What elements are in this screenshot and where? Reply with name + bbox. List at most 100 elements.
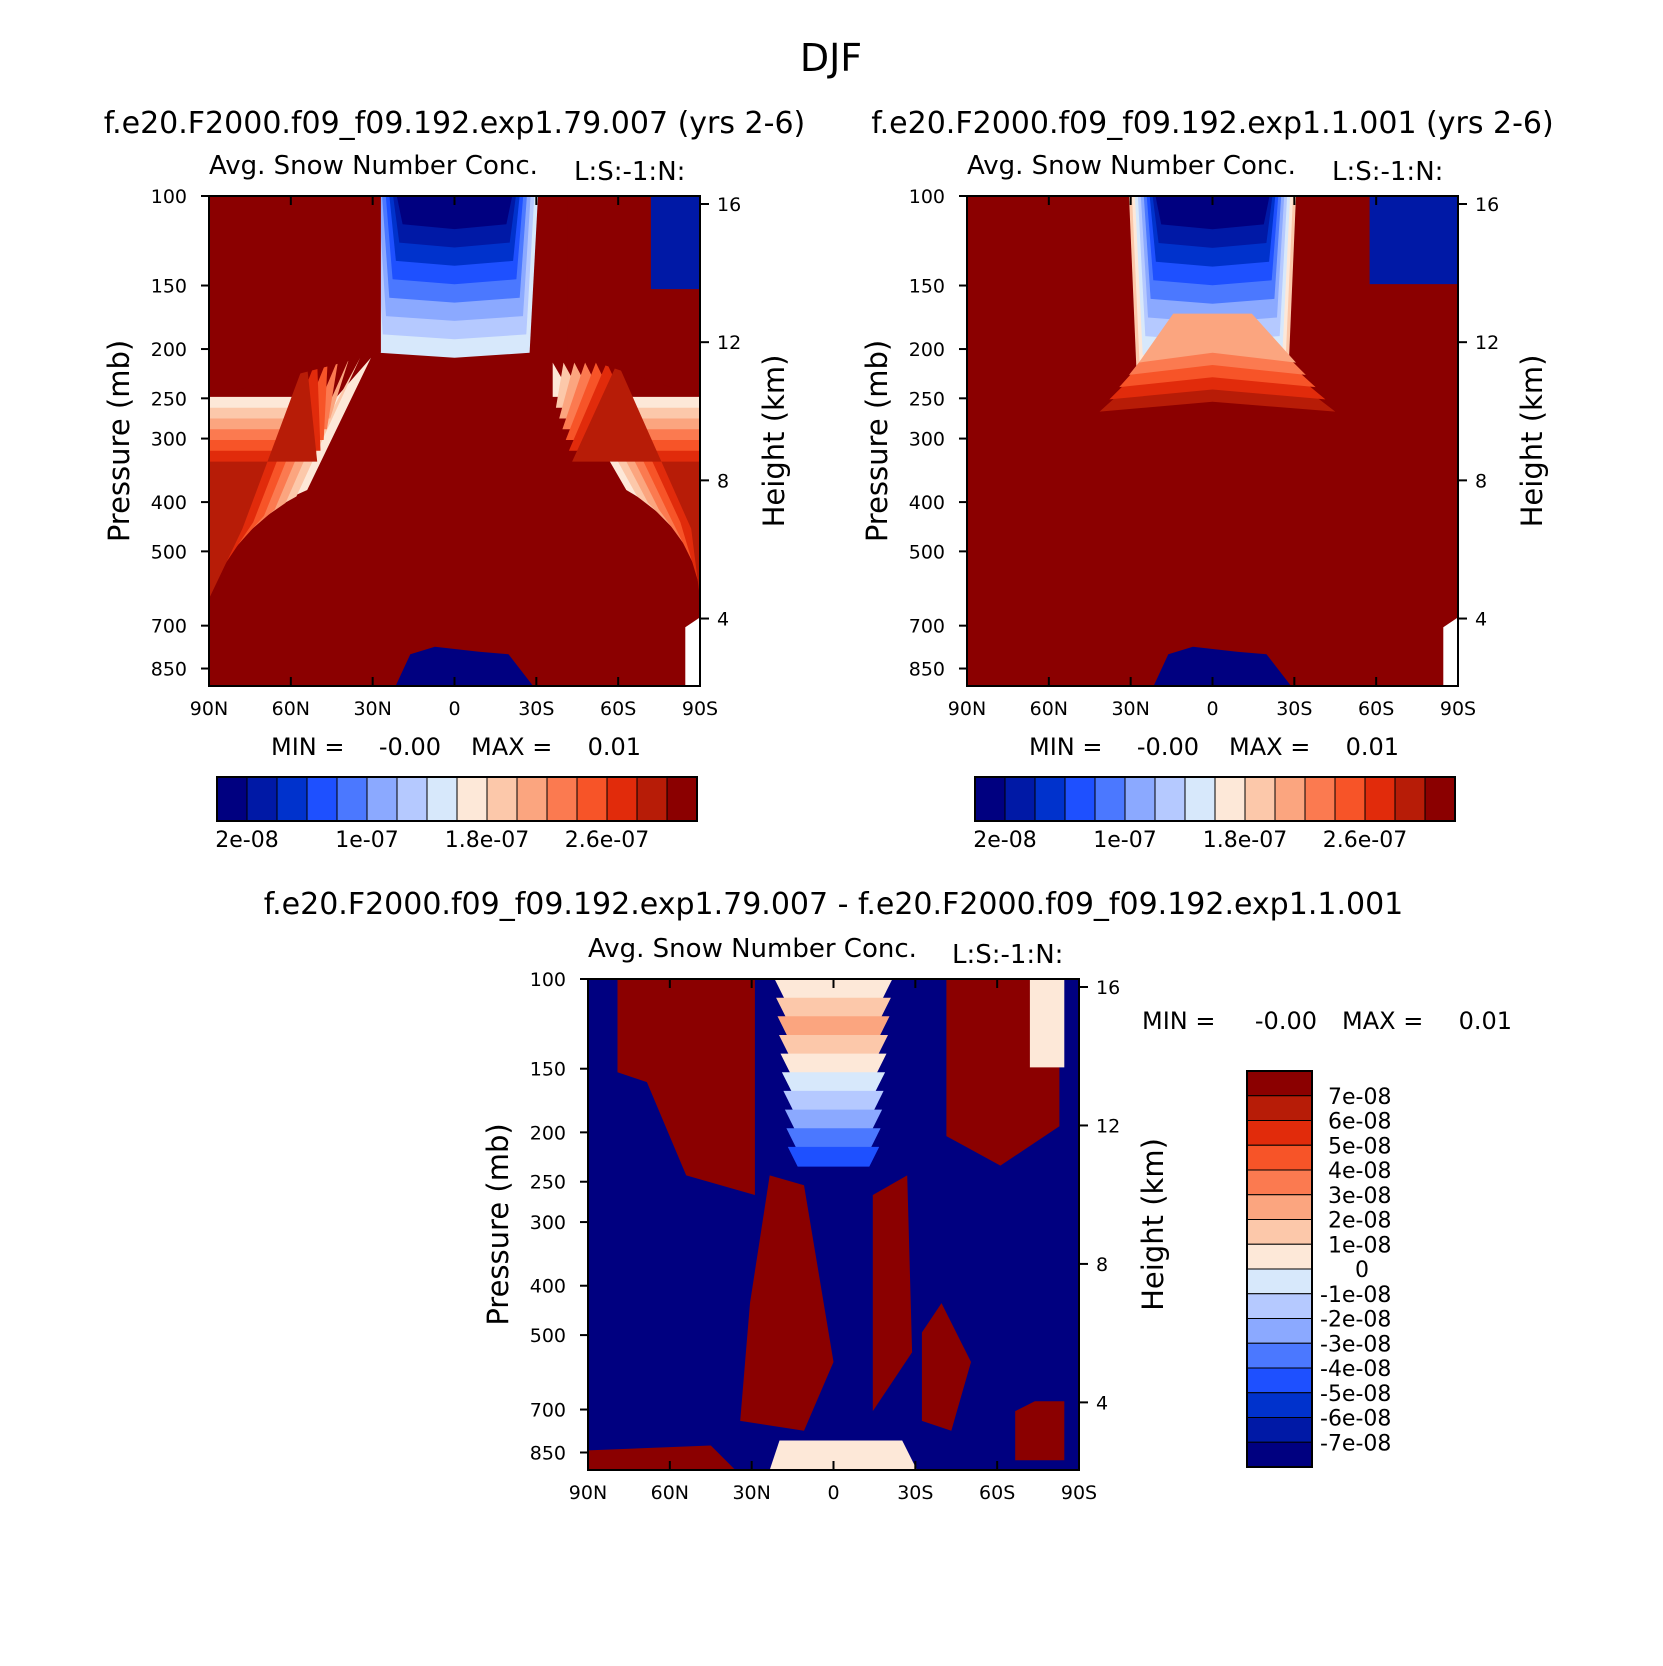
colorbar-label: 6e-08 (1328, 1110, 1391, 1135)
x-tick-label: 30N (1111, 698, 1149, 720)
x-tick-label: 30S (518, 698, 554, 720)
x-tick-label: 90S (1440, 698, 1476, 720)
max-value: 0.01 (1346, 733, 1399, 761)
colorbar-swatch (546, 776, 578, 822)
field-contour (787, 1146, 880, 1167)
field-contour (209, 196, 381, 397)
colorbar-label: 1e-07 (335, 828, 398, 853)
x-tick-label: 0 (827, 1482, 839, 1504)
field-contour (769, 1440, 917, 1470)
colorbar-swatch (486, 776, 518, 822)
colorbar-label: 5e-08 (1328, 1134, 1391, 1159)
colorbar-label: -7e-08 (1320, 1431, 1391, 1456)
field-contour (396, 196, 513, 230)
colorbar-swatch (426, 776, 458, 822)
y-tick-label: 250 (151, 388, 187, 410)
colorbar-swatch (336, 776, 368, 822)
colorbar-swatch (1246, 1293, 1313, 1319)
y-tick-label: 150 (151, 276, 187, 298)
y-tick-label: 150 (530, 1059, 566, 1081)
y-right-axis-label: Height (km) (757, 355, 791, 528)
field-contour (209, 357, 318, 599)
x-tick-label: 30N (353, 698, 391, 720)
y-tick-label: 200 (909, 339, 945, 361)
field-contour (1015, 1401, 1065, 1461)
colorbar-swatch (1246, 1318, 1313, 1344)
field-contour (1369, 284, 1458, 441)
colorbar-label: 4e-08 (1328, 1159, 1391, 1184)
y-right-tick-label: 16 (717, 194, 741, 216)
y-right-tick-label: 12 (1475, 332, 1499, 354)
colorbar-swatch (1246, 1070, 1313, 1097)
colorbar-swatch (1394, 776, 1426, 822)
field-contour (1138, 313, 1296, 363)
colorbar-frame (216, 776, 698, 822)
field-contour (872, 1175, 913, 1412)
x-tick-label: 60S (1358, 698, 1394, 720)
colorbar-swatch (1246, 1144, 1313, 1171)
heatmap-field (967, 196, 1458, 686)
x-tick-label: 60S (600, 698, 636, 720)
colorbar-swatch (1246, 1441, 1313, 1468)
y-tick-label: 500 (530, 1325, 566, 1347)
min-label: MIN = (1142, 1007, 1215, 1035)
x-tick-label: 90N (948, 698, 986, 720)
colorbar-swatch (1184, 776, 1216, 822)
colorbar-swatch (276, 776, 308, 822)
max-value: 0.01 (1459, 1007, 1512, 1035)
colorbar-label: -6e-08 (1320, 1407, 1391, 1432)
colorbar-swatch (1246, 1243, 1313, 1270)
y-tick-label: 200 (151, 339, 187, 361)
colorbar-swatch (1034, 776, 1066, 822)
min-label: MIN = (271, 733, 344, 761)
colorbar-swatch (1246, 1392, 1313, 1418)
field-contour (1153, 646, 1292, 686)
colorbar-swatch (456, 776, 488, 822)
panel-title: Avg. Snow Number Conc. (588, 934, 917, 964)
colorbar-swatch (1214, 776, 1246, 822)
panel-units-label: L:S:-1:N: (952, 940, 1063, 970)
field-contour (781, 1072, 886, 1092)
x-tick-label: 60N (272, 698, 310, 720)
heatmap-field (209, 196, 700, 686)
y-right-tick-label: 16 (1096, 977, 1120, 999)
y-right-tick-label: 8 (1096, 1254, 1108, 1276)
y-tick-label: 100 (909, 186, 945, 208)
colorbar-swatch (1364, 776, 1396, 822)
colorbar-swatch (366, 776, 398, 822)
y-tick-label: 400 (530, 1276, 566, 1298)
colorbar: 2e-08 1e-07 1.8e-07 2.6e-07 (973, 776, 1456, 853)
max-label: MAX = (1342, 1007, 1423, 1035)
y-axis-label: Pressure (mb) (860, 340, 894, 542)
figure-title: DJF (800, 36, 862, 80)
colorbar-swatch (1244, 776, 1276, 822)
field-contour (1369, 196, 1458, 285)
panel-case-title: f.e20.F2000.f09_f09.192.exp1.79.007 - f.… (264, 887, 1404, 922)
colorbar-label: -1e-08 (1320, 1283, 1391, 1308)
max-label: MAX = (471, 733, 552, 761)
colorbar-label: 1.8e-07 (1203, 828, 1287, 853)
panel-top-right: f.e20.F2000.f09_f09.192.exp1.1.001 (yrs … (860, 106, 1554, 853)
max-value: 0.01 (588, 733, 641, 761)
y-right-tick-label: 4 (717, 609, 729, 631)
y-tick-label: 850 (151, 659, 187, 681)
y-tick-label: 300 (909, 429, 945, 451)
y-tick-label: 500 (909, 541, 945, 563)
field-contour (786, 1128, 881, 1148)
colorbar-swatch (1246, 1194, 1313, 1220)
colorbar-swatch (396, 776, 428, 822)
colorbar-swatch (576, 776, 608, 822)
x-tick-label: 60N (651, 1482, 689, 1504)
y-tick-label: 700 (151, 616, 187, 638)
min-value: -0.00 (379, 733, 441, 761)
colorbar-swatch (516, 776, 548, 822)
colorbar-swatch (1246, 1417, 1313, 1443)
field-contour (685, 617, 700, 686)
x-tick-label: 0 (448, 698, 460, 720)
min-label: MIN = (1029, 733, 1102, 761)
colorbar-swatch (1246, 1169, 1313, 1196)
colorbar-swatch (636, 776, 668, 822)
x-tick-label: 90N (190, 698, 228, 720)
colorbar-swatch (1246, 1120, 1313, 1146)
